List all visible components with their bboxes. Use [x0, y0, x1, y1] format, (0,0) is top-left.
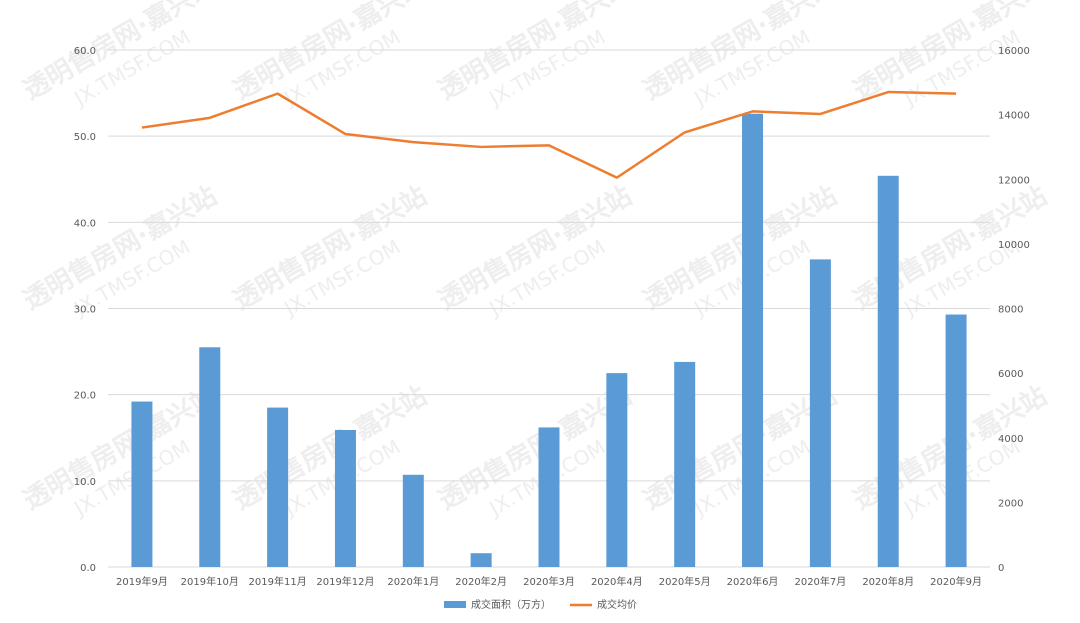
x-tick-label: 2019年9月 [116, 575, 168, 588]
right-tick-label: 4000 [998, 434, 1023, 445]
bar [334, 429, 356, 567]
x-tick-label: 2020年1月 [387, 575, 439, 588]
bar [809, 259, 831, 567]
left-tick-label: 40.0 [74, 218, 96, 229]
left-tick-label: 60.0 [74, 46, 96, 57]
right-tick-label: 0 [998, 563, 1004, 574]
bar [538, 427, 560, 567]
x-tick-label: 2020年2月 [455, 575, 507, 588]
x-tick-label: 2020年7月 [794, 575, 846, 588]
right-tick-label: 8000 [998, 305, 1023, 316]
x-tick-label: 2020年6月 [727, 575, 779, 588]
x-tick-label: 2020年9月 [930, 575, 982, 588]
x-tick-label: 2019年11月 [249, 575, 307, 588]
right-axis: 0 2000 4000 6000 8000 10000 12000 14000 16000 [998, 46, 1030, 574]
x-tick-label: 2020年4月 [591, 575, 643, 588]
x-axis: 2019年9月 2019年10月 2019年11月 2019年12月 2020年1月 20… [116, 575, 982, 588]
watermark-text: 透明售房网·嘉兴站 [433, 0, 637, 106]
left-tick-label: 30.0 [74, 305, 96, 316]
watermark-text: 透明售房网·嘉兴站 [18, 0, 222, 106]
right-tick-label: 2000 [998, 498, 1023, 509]
price-line-path [141, 90, 957, 179]
left-tick-label: 20.0 [74, 391, 96, 402]
x-tick-label: 2019年12月 [316, 575, 374, 588]
bar [470, 553, 492, 567]
bar [402, 474, 424, 567]
bar [606, 373, 628, 567]
bar [674, 361, 696, 567]
bar [267, 407, 289, 567]
bar [199, 347, 221, 567]
x-tick-label: 2020年3月 [523, 575, 575, 588]
right-tick-label: 12000 [998, 175, 1030, 186]
x-tick-label: 2019年10月 [181, 575, 239, 588]
bar [945, 314, 967, 567]
right-tick-label: 10000 [998, 240, 1030, 251]
bar [742, 113, 764, 567]
bar [131, 401, 153, 567]
bar [877, 175, 899, 567]
legend: 成交面积（万方） 成交均价 [444, 598, 637, 611]
legend-label-area: 成交面积（万方） [471, 598, 551, 611]
right-tick-label: 6000 [998, 369, 1023, 380]
watermark-text: 透明售房网·嘉兴站 [228, 0, 432, 106]
legend-swatch-area [444, 601, 466, 608]
right-tick-label: 14000 [998, 111, 1030, 122]
price-line [141, 90, 957, 179]
left-tick-label: 10.0 [74, 477, 96, 488]
left-tick-label: 50.0 [74, 132, 96, 143]
area-bars [131, 113, 967, 567]
legend-label-price: 成交均价 [597, 598, 637, 611]
left-tick-label: 0.0 [80, 563, 96, 574]
watermark-text: 透明售房网·嘉兴站 [638, 0, 842, 106]
x-tick-label: 2020年8月 [862, 575, 914, 588]
left-axis: 0.0 10.0 20.0 30.0 40.0 50.0 60.0 [74, 46, 96, 574]
right-tick-label: 16000 [998, 46, 1030, 57]
x-tick-label: 2020年5月 [659, 575, 711, 588]
